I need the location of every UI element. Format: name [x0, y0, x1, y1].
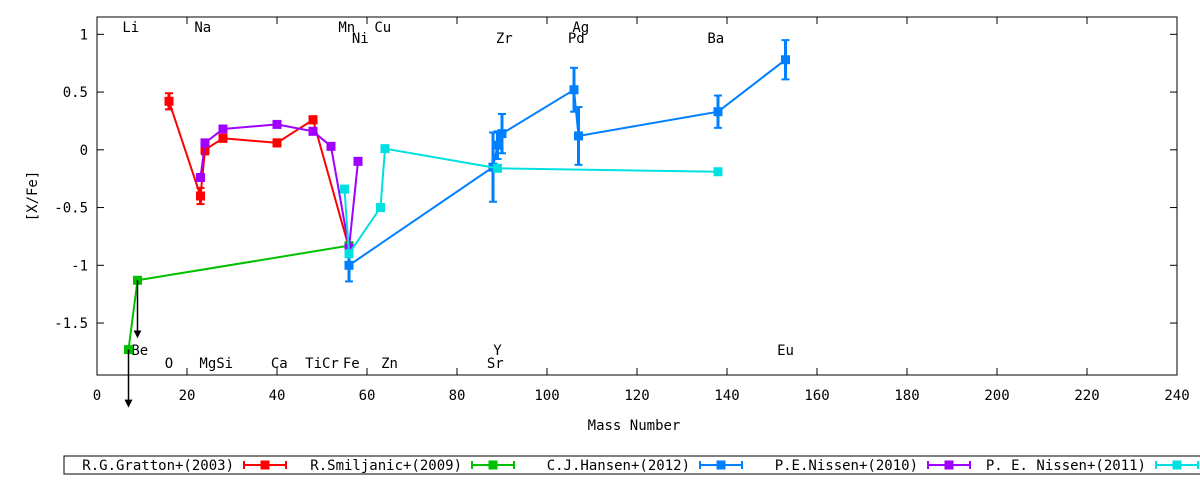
- legend-label: P.E.Nissen+(2010): [775, 458, 918, 474]
- legend-label: P. E. Nissen+(2011): [986, 458, 1146, 474]
- data-point: [380, 144, 390, 154]
- series-line: [343, 147, 719, 257]
- element-label: Na: [194, 20, 211, 36]
- element-label: O: [165, 356, 173, 372]
- y-tick-label: -1: [71, 258, 88, 274]
- legend: R.G.Gratton+(2003) R.Smiljanic+(2009) C.J.…: [82, 458, 1199, 474]
- y-tick-label: 0.5: [63, 85, 88, 101]
- y-tick-label: -1.5: [54, 316, 88, 332]
- data-point: [493, 140, 502, 150]
- series-line: [348, 58, 787, 267]
- element-labels: Li Na Mn Cu Ag Ni Zr Pd Ba Be Y Eu O MgSi Ca TiCr Fe Zn Sr: [122, 20, 794, 372]
- y-tick-label: 0: [80, 143, 88, 159]
- x-tick-label: 100: [534, 388, 559, 404]
- x-tick-label: 0: [93, 388, 101, 404]
- x-tick-label: 220: [1074, 388, 1099, 404]
- legend-label: R.G.Gratton+(2003): [82, 458, 234, 474]
- x-axis-title: Mass Number: [588, 418, 681, 434]
- data-point: [218, 124, 228, 134]
- data-point: [353, 156, 363, 166]
- legend-label: R.Smiljanic+(2009): [310, 458, 462, 474]
- y-tick-label: 1: [80, 27, 88, 43]
- element-label: Y: [493, 343, 502, 359]
- data-point: [713, 107, 723, 117]
- x-tick-label: 120: [624, 388, 649, 404]
- x-tick-label: 60: [359, 388, 376, 404]
- element-label: Mn: [338, 20, 355, 36]
- data-point: [713, 167, 723, 177]
- y-tick-label: -0.5: [54, 201, 88, 217]
- data-point: [164, 96, 174, 106]
- axis-ticks: 0 20 40 60 80 100 120 140 160 180 200 220 240 -1.5 -1 -…: [54, 17, 1190, 404]
- element-label: Be: [131, 343, 148, 359]
- element-label: Zr: [496, 31, 513, 47]
- data-point: [340, 184, 349, 194]
- data-point: [196, 173, 205, 183]
- data-point: [200, 138, 210, 148]
- data-point: [308, 126, 318, 136]
- x-tick-label: 80: [449, 388, 466, 404]
- x-tick-label: 200: [984, 388, 1009, 404]
- data-point: [781, 55, 790, 65]
- element-label: Zn: [381, 356, 398, 372]
- data-point: [272, 138, 282, 148]
- legend-marker: [260, 460, 270, 470]
- data-point: [569, 85, 579, 95]
- element-label: Eu: [777, 343, 794, 359]
- data-point: [493, 163, 502, 173]
- data-point: [344, 249, 354, 259]
- x-tick-label: 180: [894, 388, 919, 404]
- data-point: [196, 191, 205, 201]
- series-layer: [124, 39, 790, 408]
- element-label: Ca: [271, 356, 288, 372]
- legend-box: [63, 455, 1200, 475]
- element-label: Li: [122, 20, 139, 36]
- element-label: Ba: [707, 31, 724, 47]
- x-tick-label: 20: [179, 388, 196, 404]
- data-point: [308, 115, 318, 125]
- x-tick-label: 160: [804, 388, 829, 404]
- legend-label: C.J.Hansen+(2012): [547, 458, 690, 474]
- plot-frame: [96, 16, 1178, 376]
- data-point: [574, 131, 583, 141]
- series-line: [127, 244, 350, 350]
- element-label: Sr: [487, 356, 504, 372]
- element-label: Ag: [572, 20, 589, 36]
- element-label: Ni: [352, 31, 369, 47]
- legend-marker: [716, 460, 726, 470]
- legend-marker: [944, 460, 954, 470]
- x-tick-label: 40: [269, 388, 286, 404]
- data-point: [272, 119, 282, 129]
- legend-marker: [488, 460, 498, 470]
- data-point: [218, 133, 228, 143]
- data-point: [344, 260, 354, 270]
- x-tick-label: 140: [714, 388, 739, 404]
- element-label: MgSi: [199, 356, 233, 372]
- x-tick-label: 240: [1164, 388, 1189, 404]
- element-label: Cu: [374, 20, 391, 36]
- element-label: Pd: [568, 31, 585, 47]
- element-label: TiCr: [305, 356, 339, 372]
- y-axis-title: [X/Fe]: [25, 171, 41, 222]
- data-point: [326, 141, 336, 151]
- data-point: [376, 203, 385, 213]
- legend-marker: [1172, 460, 1182, 470]
- element-label: Fe: [343, 356, 360, 372]
- data-point: [497, 129, 507, 139]
